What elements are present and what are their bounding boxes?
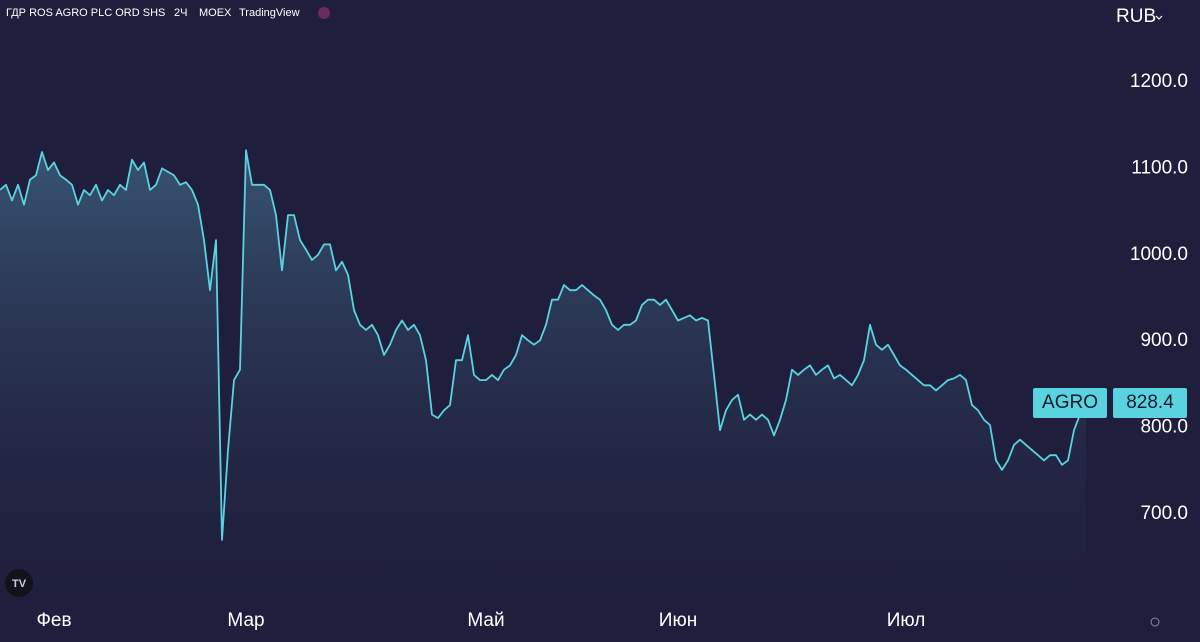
exchange: MOEX [199, 7, 232, 19]
y-tick-label: 1100.0 [1131, 157, 1188, 178]
title: ГДР ROS AGRO PLC ORD SHS [6, 7, 165, 19]
y-tick-label: 800.0 [1140, 417, 1188, 438]
currency-caret [1155, 15, 1163, 20]
x-tick-label: Июл [887, 610, 926, 631]
last-price-label: 828.4 [1126, 392, 1174, 413]
source: TradingView [239, 7, 300, 19]
status-icon [318, 7, 330, 19]
y-tick-label: 1200.0 [1130, 71, 1188, 92]
currency[interactable]: RUB [1116, 6, 1156, 27]
x-tick-label: Май [467, 610, 504, 631]
x-tick-label: Мар [227, 610, 264, 631]
price-line [0, 149, 1087, 541]
x-tick-label: Июн [659, 610, 697, 631]
x-tick-label: Фев [36, 610, 71, 631]
area-fill [0, 150, 1086, 601]
y-tick-label: 700.0 [1140, 503, 1188, 524]
y-tick-label: 1000.0 [1130, 244, 1188, 265]
ticker-box [1033, 388, 1107, 419]
interval: 2Ч [174, 7, 187, 19]
y-tick-label: 900.0 [1140, 330, 1188, 351]
ticker-label: AGRO [1042, 392, 1098, 413]
price-box [1113, 388, 1187, 419]
settings-icon[interactable] [1150, 617, 1160, 627]
